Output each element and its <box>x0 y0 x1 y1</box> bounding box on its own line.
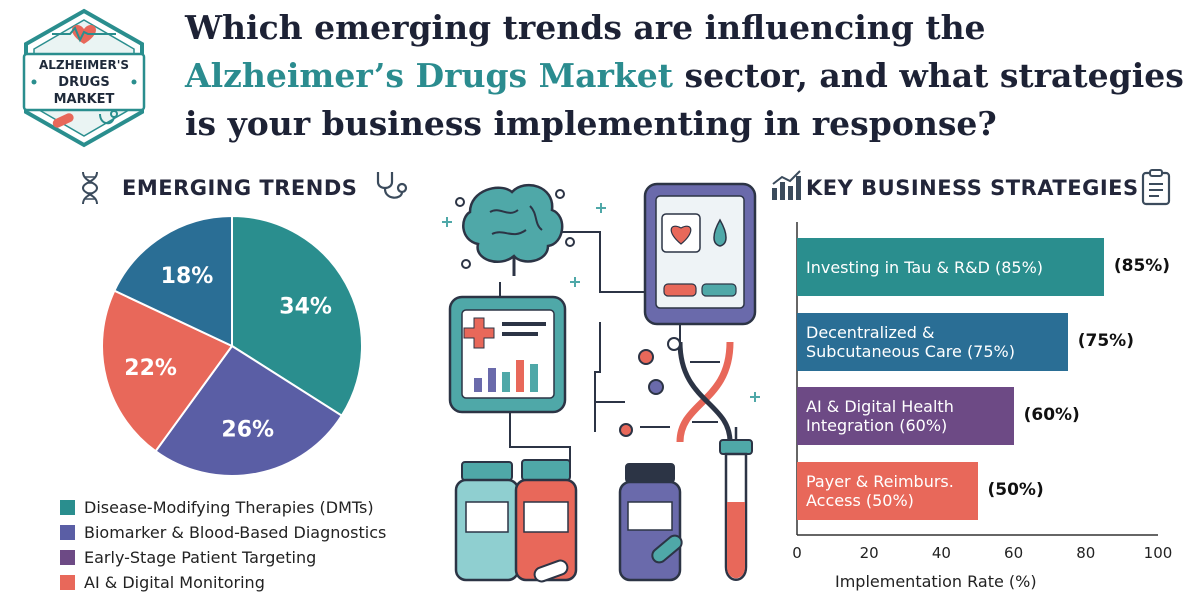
legend-label: Disease-Modifying Therapies (DMTs) <box>84 498 374 517</box>
strategy-bar-value: (75%) <box>1077 330 1134 351</box>
legend-item: Early-Stage Patient Targeting <box>60 548 316 567</box>
strategies-chart-title: KEY BUSINESS STRATEGIES <box>806 176 1139 200</box>
x-axis-label: Implementation Rate (%) <box>835 572 1037 591</box>
stethoscope-icon <box>376 172 408 199</box>
x-tick-label: 0 <box>792 544 802 562</box>
headline-line3: is your business implementing in respons… <box>185 104 997 143</box>
headline-line2: Alzheimer’s Drugs Market sector, and wha… <box>185 52 1195 100</box>
market-badge-logo: ALZHEIMER'S DRUGS MARKET <box>22 8 146 148</box>
healthcare-illustration <box>442 182 760 583</box>
headline-line1: Which emerging trends are influencing th… <box>185 8 986 47</box>
strategy-bar-label-line: Integration (60%) <box>806 416 948 435</box>
legend-item: Disease-Modifying Therapies (DMTs) <box>60 498 374 517</box>
page-headline: Which emerging trends are influencing th… <box>185 4 1195 148</box>
strategy-bar-label: Payer & Reimburs. Access (50%) <box>806 472 954 510</box>
strategy-bar-value: (85%) <box>1113 256 1171 276</box>
pie-slice-label-0: 34% <box>279 295 332 320</box>
test-tube-icon <box>719 427 753 581</box>
x-tick-label: 20 <box>859 544 879 562</box>
headline-highlight: Alzheimer’s Drugs Market <box>185 56 674 95</box>
strategy-bar-label-line: Investing in Tau & R&D (85%) <box>806 257 1044 277</box>
strategy-bar-label-line: Access (50%) <box>806 490 914 510</box>
pie-slice-label-2: 22% <box>124 356 177 381</box>
pie-slice-1 <box>154 344 344 477</box>
legend-swatch <box>60 575 75 590</box>
dna-molecule-icon <box>619 337 734 443</box>
strategy-bar-label-line: AI & Digital Health <box>806 397 954 416</box>
trends-chart-title: EMERGING TRENDS <box>122 176 358 200</box>
medicine-bottles-icon <box>454 459 683 583</box>
badge-text-line2: DRUGS <box>58 75 109 90</box>
bar-chart-icon <box>772 170 801 200</box>
legend-label: Early-Stage Patient Targeting <box>84 548 317 567</box>
strategy-bar-0 <box>797 238 1104 296</box>
headline-line2-rest: sector, and what strategies <box>673 56 1184 95</box>
badge-text-line1: ALZHEIMER'S <box>39 58 129 72</box>
pie-slice-label-3: 18% <box>161 264 214 289</box>
pie-slice-label-1: 26% <box>221 418 274 443</box>
legend-swatch <box>60 525 75 540</box>
strategy-bar-3 <box>797 461 978 520</box>
brain-icon <box>455 183 575 276</box>
pill-icon <box>52 113 74 128</box>
dna-icon <box>81 171 99 205</box>
clipboard-icon <box>1141 169 1171 206</box>
pie-slice-3 <box>113 214 233 348</box>
strategy-bar-1 <box>797 312 1068 371</box>
badge-text-line3: MARKET <box>54 92 115 107</box>
x-tick-label: 80 <box>1076 544 1096 562</box>
strategy-bar-label: Decentralized & Subcutaneous Care (75%) <box>806 323 1015 361</box>
strategy-bar-label: AI & Digital Health Integration (60%) <box>806 397 954 435</box>
strategy-bar-value: (50%) <box>987 479 1044 500</box>
strategy-bar-label-line: Payer & Reimburs. <box>806 471 954 491</box>
x-tick-label: 100 <box>1143 544 1173 562</box>
x-tick-label: 60 <box>1004 544 1024 562</box>
strategy-bar-2 <box>797 387 1014 445</box>
legend-swatch <box>60 550 75 565</box>
stethoscope-icon <box>99 110 118 125</box>
legend-item: AI & Digital Monitoring <box>60 573 265 592</box>
monitor-icon <box>448 295 567 414</box>
legend-swatch <box>60 500 75 515</box>
emerging-trends-pie-chart: 34% 26% 22% 18% <box>101 214 363 477</box>
strategy-bar-value: (60%) <box>1023 405 1080 425</box>
strategy-bar-label: Investing in Tau & R&D (85%) <box>806 258 1043 277</box>
legend-item: Biomarker & Blood-Based Diagnostics <box>60 523 386 542</box>
tablet-icon <box>643 182 757 326</box>
legend-label: AI & Digital Monitoring <box>84 573 265 592</box>
x-tick-label: 40 <box>931 544 951 562</box>
strategy-bar-label-line: Decentralized & <box>806 322 935 342</box>
legend-label: Biomarker & Blood-Based Diagnostics <box>84 523 387 542</box>
strategy-bar-label-line: Subcutaneous Care (75%) <box>806 341 1015 361</box>
